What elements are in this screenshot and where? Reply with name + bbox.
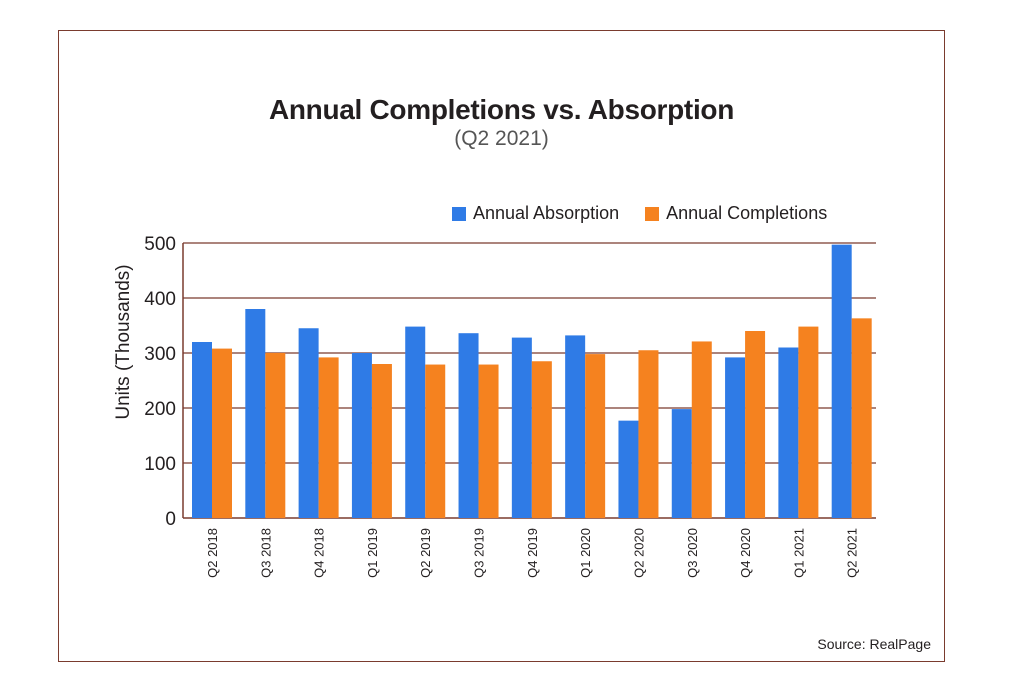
legend-item-absorption: Annual Absorption xyxy=(452,203,619,224)
bar-completions xyxy=(745,331,766,518)
bar-absorption xyxy=(671,409,692,518)
x-tick-label: Q2 2018 xyxy=(205,528,220,578)
bar-absorption xyxy=(245,309,266,518)
legend: Annual Absorption Annual Completions xyxy=(452,203,853,224)
legend-swatch-absorption xyxy=(452,206,466,221)
bar-completions xyxy=(851,318,872,518)
bar-absorption xyxy=(192,342,212,518)
legend-item-completions: Annual Completions xyxy=(645,203,827,224)
y-tick-label: 100 xyxy=(144,454,176,475)
bar-absorption xyxy=(298,328,319,518)
bar-absorption xyxy=(618,420,639,518)
y-tick-label: 0 xyxy=(165,509,176,530)
y-tick-label: 300 xyxy=(144,344,176,365)
bar-completions xyxy=(371,364,392,518)
bar-completions xyxy=(691,341,712,518)
bar-absorption xyxy=(565,335,586,518)
bar-completions xyxy=(638,350,659,518)
bar-completions xyxy=(212,348,232,518)
x-tick-label: Q1 2020 xyxy=(578,528,593,578)
bar-completions xyxy=(318,357,339,518)
chart-frame xyxy=(58,30,945,662)
x-tick-label: Q2 2019 xyxy=(418,528,433,578)
bar-absorption xyxy=(511,337,532,518)
bar-completions xyxy=(798,326,819,518)
bar-completions xyxy=(585,354,606,518)
legend-label-completions: Annual Completions xyxy=(666,203,828,223)
bar-absorption xyxy=(405,326,426,518)
bar-completions xyxy=(265,353,286,518)
bar-completions xyxy=(425,364,446,518)
bar-absorption xyxy=(458,333,479,518)
y-tick-label: 400 xyxy=(144,289,176,310)
x-tick-label: Q2 2020 xyxy=(631,528,646,578)
legend-label-absorption: Annual Absorption xyxy=(473,203,620,223)
chart-title: Annual Completions vs. Absorption xyxy=(268,94,735,125)
chart-subtitle: (Q2 2021) xyxy=(454,127,549,150)
x-tick-label: Q3 2019 xyxy=(472,528,487,578)
bar-absorption xyxy=(725,357,746,518)
y-tick-label: 500 xyxy=(144,234,176,255)
bar-absorption xyxy=(351,353,372,518)
source-note: Source: RealPage xyxy=(817,636,931,652)
bar-absorption xyxy=(778,347,799,518)
x-tick-label: Q4 2019 xyxy=(525,528,540,578)
legend-swatch-completions xyxy=(645,206,660,221)
x-tick-label: Q1 2019 xyxy=(365,528,380,578)
bar-completions xyxy=(478,364,499,518)
bar-completions xyxy=(531,361,552,518)
x-tick-label: Q2 2021 xyxy=(845,528,860,578)
bar-absorption xyxy=(831,244,852,518)
x-tick-label: Q4 2018 xyxy=(312,528,327,578)
x-tick-label: Q3 2020 xyxy=(685,528,700,578)
x-tick-label: Q3 2018 xyxy=(258,528,273,578)
y-tick-label: 200 xyxy=(144,399,176,420)
x-tick-label: Q1 2021 xyxy=(791,528,806,578)
x-tick-label: Q4 2020 xyxy=(738,528,753,578)
